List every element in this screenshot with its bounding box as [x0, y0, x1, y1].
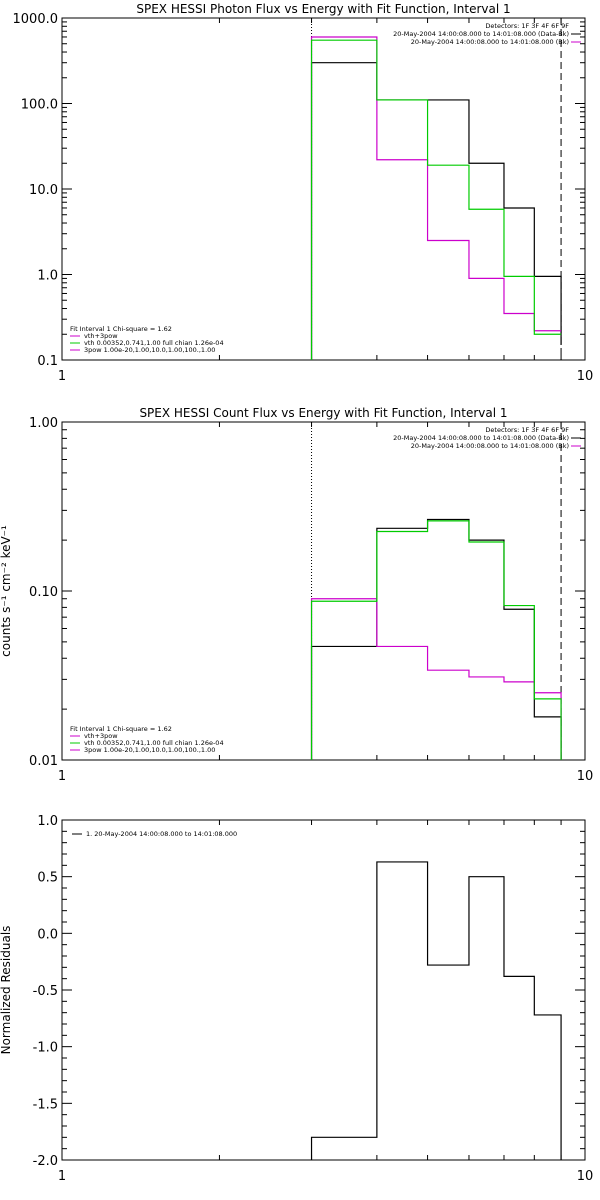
legend-entry: 3pow 1.00e-20,1.00,10.0,1.00,100.,1.00 — [84, 346, 215, 354]
chart-panel-2: SPEX HESSI Count Flux vs Energy with Fit… — [0, 406, 593, 784]
legend-entry: vth+3pow — [84, 732, 118, 740]
y-tick-label: -1.0 — [33, 1041, 58, 1056]
legend-entry: vth+3pow — [84, 332, 118, 340]
y-axis-label: Normalized Residuals — [0, 926, 13, 1055]
legend-entry: 3pow 1.00e-20,1.00,10.0,1.00,100.,1.00 — [84, 746, 215, 754]
y-tick-label: 1.0 — [37, 269, 58, 284]
legend-entry: Detectors: 1F 3F 4F 6F 9F — [485, 426, 569, 434]
series-line-3 — [310, 520, 562, 760]
y-axis-label: counts s⁻¹ cm⁻² keV⁻¹ — [0, 525, 13, 657]
y-tick-label: 0.5 — [37, 871, 58, 886]
plot-frame — [61, 421, 586, 761]
legend-entry: 20-May-2004 14:00:08.000 to 14:01:08.000… — [411, 38, 569, 46]
legend-entry: 1. 20-May-2004 14:00:08.000 to 14:01:08.… — [86, 830, 237, 838]
y-tick-label: -0.5 — [33, 984, 58, 999]
legend-entry: vth 0.00352,0.741,1.00 full chian 1.26e-… — [84, 339, 224, 347]
plot-frame — [61, 17, 586, 361]
y-tick-label: 0.01 — [29, 754, 58, 769]
x-tick-label: 10 — [577, 369, 594, 384]
series-line-1 — [310, 861, 562, 1160]
y-tick-label: 100.0 — [21, 98, 58, 113]
y-tick-label: 1000.0 — [13, 12, 59, 27]
y-tick-label: 10.0 — [29, 183, 58, 198]
chart-panel-3: 1 10 -2.0 -1.5 -1.0 -0.5 0.0 0.5 1.0 Normalized R… — [0, 814, 593, 1184]
chart-title: SPEX HESSI Photon Flux vs Energy with Fi… — [136, 2, 510, 16]
legend-entry: 20-May-2004 14:00:08.000 to 14:01:08.000… — [411, 442, 569, 450]
y-tick-label: 0.1 — [37, 354, 58, 369]
y-tick-label: 1.00 — [29, 416, 58, 431]
legend-entry: Detectors: 1F 3F 4F 6F 9F — [485, 22, 569, 30]
y-tick-label: 0.10 — [29, 585, 58, 600]
legend-entry: Fit Interval 1 Chi-square = 1.62 — [70, 725, 172, 733]
plot-frame — [61, 819, 586, 1161]
legend-entry: vth 0.00352,0.741,1.00 full chian 1.26e-… — [84, 739, 224, 747]
series-line-1 — [310, 518, 562, 760]
y-tick-label: 0.0 — [37, 927, 58, 942]
y-tick-label: -1.5 — [33, 1097, 58, 1112]
x-tick-label: 1 — [58, 369, 66, 384]
x-tick-label: 10 — [577, 1169, 594, 1184]
chart-title: SPEX HESSI Count Flux vs Energy with Fit… — [139, 406, 507, 420]
x-tick-label: 1 — [58, 1169, 66, 1184]
legend-entry: Fit Interval 1 Chi-square = 1.62 — [70, 325, 172, 333]
legend-entry: 20-May-2004 14:00:08.000 to 14:01:08.000… — [393, 434, 569, 442]
series-line-3 — [310, 39, 562, 360]
x-tick-label: 1 — [58, 769, 66, 784]
series-line-2 — [310, 598, 562, 760]
x-tick-label: 10 — [577, 769, 594, 784]
y-tick-label: -2.0 — [33, 1154, 58, 1169]
legend-entry: 20-May-2004 14:00:08.000 to 14:01:08.000… — [393, 30, 569, 38]
y-tick-label: 1.0 — [37, 814, 58, 829]
series-line-2 — [310, 36, 562, 360]
series-line-1 — [310, 62, 562, 360]
chart-panel-1: SPEX HESSI Photon Flux vs Energy with Fi… — [13, 2, 594, 384]
